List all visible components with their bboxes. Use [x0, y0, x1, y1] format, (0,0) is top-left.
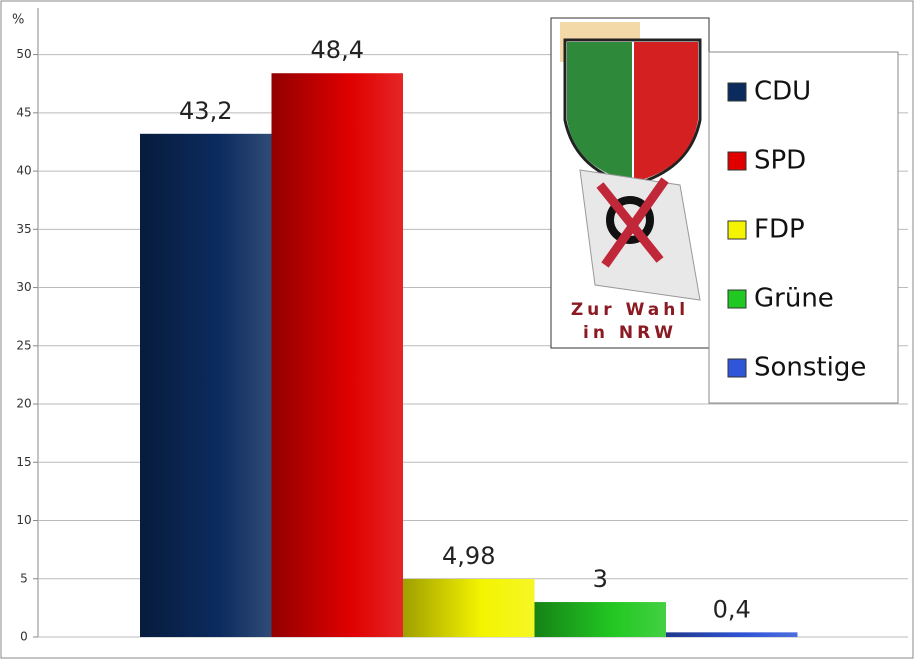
legend-swatch [728, 359, 746, 377]
y-tick-label: 45 [16, 105, 31, 119]
value-label: 48,4 [311, 36, 364, 64]
y-tick-label: 0 [20, 630, 28, 644]
legend-swatch [728, 290, 746, 308]
legend-label: FDP [754, 215, 805, 245]
value-label: 0,4 [713, 595, 751, 623]
y-axis-label: % [12, 13, 24, 28]
bar [140, 134, 272, 637]
legend-swatch [728, 83, 746, 101]
legend-label: CDU [754, 77, 811, 107]
legend-label: Sonstige [754, 353, 866, 383]
y-tick-label: 30 [16, 280, 31, 294]
value-label: 3 [593, 565, 608, 593]
bar [535, 602, 667, 637]
y-tick-label: 5 [20, 571, 28, 585]
legend-label: SPD [754, 146, 806, 176]
y-tick-label: 20 [16, 397, 31, 411]
logo: Zur Wahl in NRW [551, 18, 709, 348]
y-tick-label: 15 [16, 455, 31, 469]
y-tick-label: 50 [16, 47, 31, 61]
legend-swatch [728, 152, 746, 170]
legend-label: Grüne [754, 284, 834, 314]
bar [272, 73, 404, 637]
value-label: 43,2 [179, 97, 232, 125]
y-tick-label: 40 [16, 164, 31, 178]
y-tick-label: 25 [16, 338, 31, 352]
y-tick-label: 10 [16, 513, 31, 527]
logo-text: in NRW [583, 323, 677, 343]
y-tick-label: 35 [16, 222, 31, 236]
legend-swatch [728, 221, 746, 239]
bar [403, 579, 535, 637]
bar [666, 632, 798, 637]
chart: % 0 5 10 15 20 25 30 35 40 45 50 43,2 48,4 4,98 3 0,4 Z… [0, 0, 915, 660]
value-label: 4,98 [442, 542, 495, 570]
logo-text: Zur Wahl [571, 300, 689, 320]
